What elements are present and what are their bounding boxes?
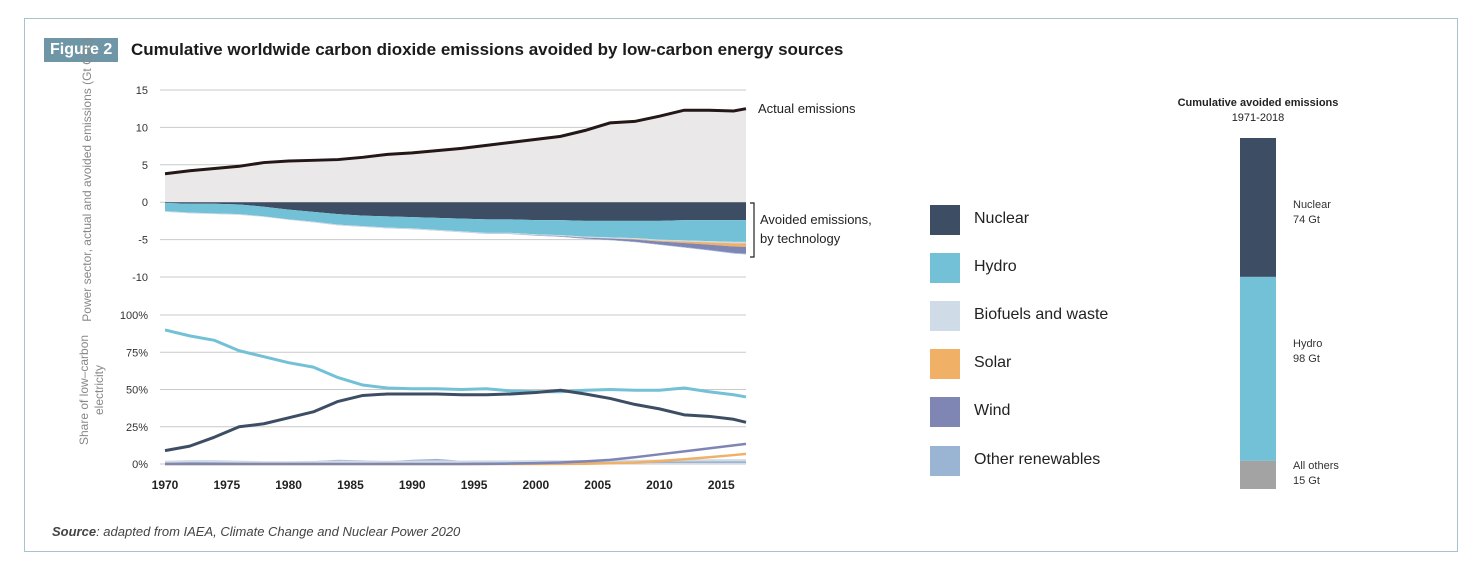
legend-label-nuclear: Nuclear xyxy=(974,210,1030,227)
top-ytick-label: 5 xyxy=(142,160,148,172)
xtick-label: 1985 xyxy=(337,478,364,492)
legend-swatch-other-renewables xyxy=(930,446,960,476)
figure-tag: Figure 2 xyxy=(44,38,119,62)
legend-item-wind: Wind xyxy=(930,397,1190,427)
avoided-area-hydro xyxy=(165,202,746,242)
bottom-ylabel-line2: electricity xyxy=(92,365,106,415)
xtick-label: 2000 xyxy=(522,478,549,492)
xtick-label: 1970 xyxy=(152,478,179,492)
bar-segment-hydro xyxy=(1240,276,1276,461)
legend-swatch-wind xyxy=(930,397,960,427)
xtick-label: 1990 xyxy=(399,478,426,492)
share-line-hydro xyxy=(164,328,747,399)
top-ytick-label: 15 xyxy=(136,85,148,97)
bar-title: Cumulative avoided emissions xyxy=(1178,97,1339,109)
avoided-emissions-label: Avoided emissions, xyxy=(760,212,872,227)
bottom-ytick-label: 75% xyxy=(126,347,148,359)
bottom-ytick-label: 50% xyxy=(126,385,148,397)
bar-segment-nuclear xyxy=(1240,138,1276,277)
xtick-label: 1975 xyxy=(213,478,240,492)
bar-segment-all-others xyxy=(1240,460,1276,489)
bar-value-hydro: 98 Gt xyxy=(1293,353,1320,365)
top-ytick-label: -10 xyxy=(132,272,148,284)
bottom-panel-axis: 100% 75% 50% 25% 0% 1970 1975 1980 1985 1990 1995 2… xyxy=(120,310,735,492)
legend-item-hydro: Hydro xyxy=(930,253,1190,283)
bottom-panel-plot xyxy=(164,328,747,466)
cumulative-bar: Cumulative avoided emissions 1971-2018 N… xyxy=(1178,97,1339,489)
annotations: Actual emissions Avoided emissions, by t… xyxy=(750,101,872,258)
bar-subtitle: 1971-2018 xyxy=(1232,112,1285,124)
top-ytick-label: 10 xyxy=(136,122,148,134)
actual-emissions-area xyxy=(165,108,746,203)
legend-label-wind: Wind xyxy=(974,402,1011,419)
legend-swatch-solar xyxy=(930,349,960,379)
bar-label-hydro: Hydro xyxy=(1293,338,1322,350)
avoided-emissions-sublabel: by technology xyxy=(760,231,841,246)
top-ytick-label: -5 xyxy=(138,235,148,247)
top-ylabel: Power sector, actual and avoided emissio… xyxy=(80,38,94,321)
bar-label-nuclear: Nuclear xyxy=(1293,199,1331,211)
legend-swatch-biofuels xyxy=(930,301,960,331)
source-note: Source: adapted from IAEA, Climate Chang… xyxy=(52,524,460,539)
legend-item-biofuels: Biofuels and waste xyxy=(930,301,1190,331)
avoided-bracket xyxy=(750,202,755,258)
actual-emissions-label: Actual emissions xyxy=(758,101,856,116)
source-label: Source xyxy=(52,524,97,539)
actual-emissions-line xyxy=(164,107,747,176)
y-axis-labels: Power sector, actual and avoided emissio… xyxy=(77,38,106,445)
legend-label-hydro: Hydro xyxy=(974,258,1017,275)
legend-swatch-hydro xyxy=(930,253,960,283)
bottom-ytick-label: 0% xyxy=(132,459,148,471)
bottom-ytick-label: 100% xyxy=(120,310,148,322)
avoided-area-solar xyxy=(165,211,746,247)
top-panel-plot xyxy=(164,107,747,255)
source-text: : adapted from IAEA, Climate Change and … xyxy=(96,524,461,539)
xtick-label: 1980 xyxy=(275,478,302,492)
legend-label-other-renewables: Other renewables xyxy=(974,451,1101,468)
bottom-ytick-label: 25% xyxy=(126,422,148,434)
bar-value-nuclear: 74 Gt xyxy=(1293,214,1320,226)
legend-swatch-nuclear xyxy=(930,205,960,235)
share-line-wind xyxy=(165,442,747,466)
legend-item-other-renewables: Other renewables xyxy=(930,446,1190,476)
legend-label-solar: Solar xyxy=(974,354,1012,371)
bar-label-all-others: All others xyxy=(1293,460,1339,472)
figure-title: Cumulative worldwide carbon dioxide emis… xyxy=(131,40,844,59)
avoided-area-nuclear xyxy=(165,202,746,221)
xtick-label: 2010 xyxy=(646,478,673,492)
bottom-ylabel-line1: Share of low–carbon xyxy=(77,335,91,445)
legend-item-nuclear: Nuclear xyxy=(930,205,1190,235)
xtick-label: 2005 xyxy=(584,478,611,492)
top-ytick-label: 0 xyxy=(142,197,148,209)
legend-item-solar: Solar xyxy=(930,349,1190,379)
xtick-label: 1995 xyxy=(461,478,488,492)
legend-label-biofuels: Biofuels and waste xyxy=(974,306,1109,323)
figure-frame xyxy=(24,18,1458,552)
top-panel-axis: 15 10 5 0 -5 -10 xyxy=(132,85,148,284)
xtick-label: 2015 xyxy=(708,478,735,492)
share-line-nuclear xyxy=(164,388,747,453)
bar-value-all-others: 15 Gt xyxy=(1293,475,1320,487)
